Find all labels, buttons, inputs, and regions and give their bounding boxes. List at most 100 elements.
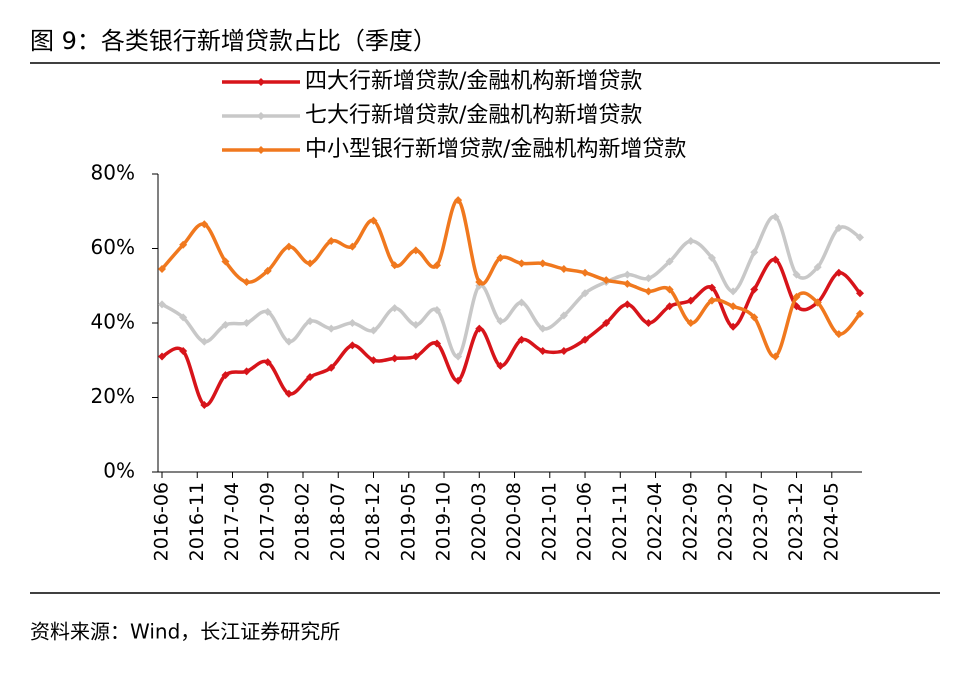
point [496,317,505,326]
point [306,373,315,382]
point [242,278,251,287]
point [581,335,590,344]
x-tick-label: 2021-06 [574,482,596,561]
point [750,248,759,257]
point [221,371,230,380]
point [602,276,611,285]
x-tick-label: 2023-02 [715,482,737,561]
point [348,341,357,350]
point [432,305,441,314]
point [179,313,188,322]
point [179,240,188,249]
point [179,346,188,355]
point [686,319,695,327]
point [729,287,738,296]
point [644,319,653,327]
point [242,367,251,376]
point [327,237,336,246]
point [369,326,378,335]
legend-marker [257,146,265,154]
x-tick-label: 2024-05 [820,482,842,561]
point [306,317,315,326]
point [158,264,166,273]
point [792,270,801,279]
x-tick-label: 2017-09 [256,482,278,561]
point [200,337,209,346]
series-line [161,257,862,407]
point [686,237,695,246]
legend-label: 中小型银行新增贷款/金融机构新增贷款 [305,137,686,162]
point [306,259,315,268]
point [750,285,759,294]
point [200,220,209,229]
legend-label: 七大行新增贷款/金融机构新增贷款 [305,103,642,128]
point [581,268,590,277]
point [644,274,653,283]
point [644,287,653,296]
point [454,376,463,385]
point [771,212,780,221]
point [707,283,716,292]
point [602,319,611,327]
point [834,330,843,339]
point [559,346,568,355]
point [454,352,463,361]
point [665,285,674,294]
point [623,300,632,309]
point [263,307,272,316]
point [771,352,780,361]
x-tick-label: 2020-08 [503,482,525,561]
point [729,322,738,331]
point [834,224,843,233]
point [707,253,716,262]
point [856,233,864,242]
point [369,216,378,225]
point [390,354,399,363]
point [327,324,336,333]
point [158,300,166,309]
point [348,242,357,251]
point [221,257,230,266]
point [623,279,632,288]
x-tick-label: 2016-06 [151,482,173,561]
point [432,339,441,348]
point [665,257,674,266]
x-tick-label: 2020-03 [468,482,490,561]
point [517,259,526,268]
point [813,298,822,307]
point [390,304,399,313]
point [623,270,632,279]
point [856,309,864,318]
x-tick-label: 2022-04 [644,482,666,561]
point [327,363,336,372]
point [856,289,864,298]
point [221,320,230,329]
point [538,259,547,268]
y-tick-label: 80% [91,161,135,185]
x-tick-label: 2018-12 [362,482,384,561]
point [263,266,272,275]
point [517,298,526,307]
point [834,268,843,277]
point [686,296,695,305]
point [242,319,251,327]
point [432,261,441,270]
legend-marker [257,78,265,86]
source-note: 资料来源：Wind，长江证券研究所 [30,620,340,644]
point [158,352,166,361]
point [665,302,674,311]
y-tick-label: 20% [91,384,135,408]
point [559,311,568,320]
legend-marker [257,112,265,120]
x-tick-label: 2019-05 [397,482,419,561]
point [348,319,357,327]
point [750,313,759,322]
y-tick-label: 40% [91,310,135,334]
x-tick-label: 2018-02 [292,482,314,561]
point [475,324,484,333]
y-tick-label: 60% [91,235,135,259]
point [517,335,526,344]
x-tick-label: 2018-07 [327,482,349,561]
point [411,320,420,329]
